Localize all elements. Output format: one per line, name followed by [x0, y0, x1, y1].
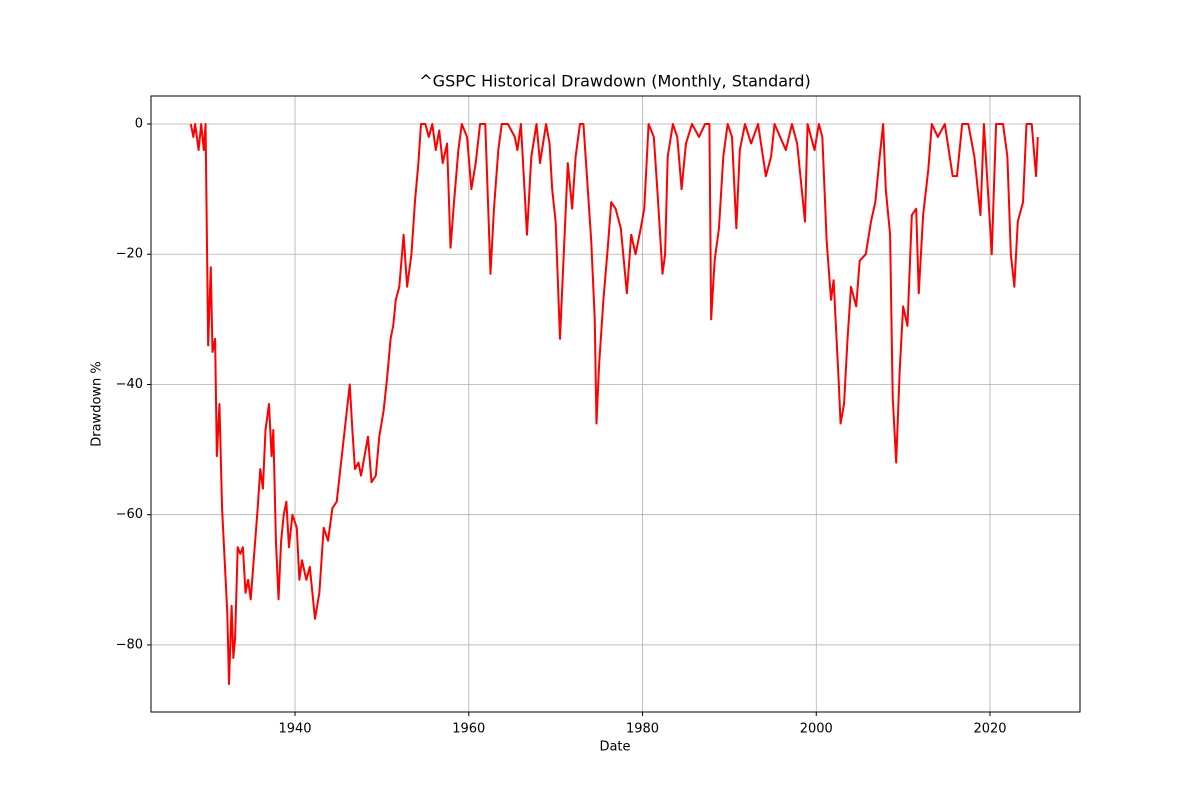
plot — [189, 123, 1039, 685]
x-tick-label: 2000 — [800, 722, 833, 737]
y-tick-label: −80 — [116, 637, 143, 652]
chart-title: ^GSPC Historical Drawdown (Monthly, Stan… — [419, 72, 810, 91]
drawdown-line — [189, 123, 1039, 685]
axes-frame — [150, 95, 1081, 713]
y-tick-label: −20 — [116, 247, 143, 262]
y-tick-label: 0 — [135, 117, 143, 132]
x-axis-label: Date — [599, 740, 630, 755]
y-tick-label: −60 — [116, 507, 143, 522]
x-tick-label: 2020 — [973, 722, 1006, 737]
grid — [151, 96, 1080, 712]
x-tick-label: 1980 — [626, 722, 659, 737]
y-axis-label: Drawdown % — [90, 361, 105, 447]
y-tick-label: −40 — [116, 377, 143, 392]
x-tick-label: 1940 — [278, 722, 311, 737]
x-tick-label: 1960 — [452, 722, 485, 737]
